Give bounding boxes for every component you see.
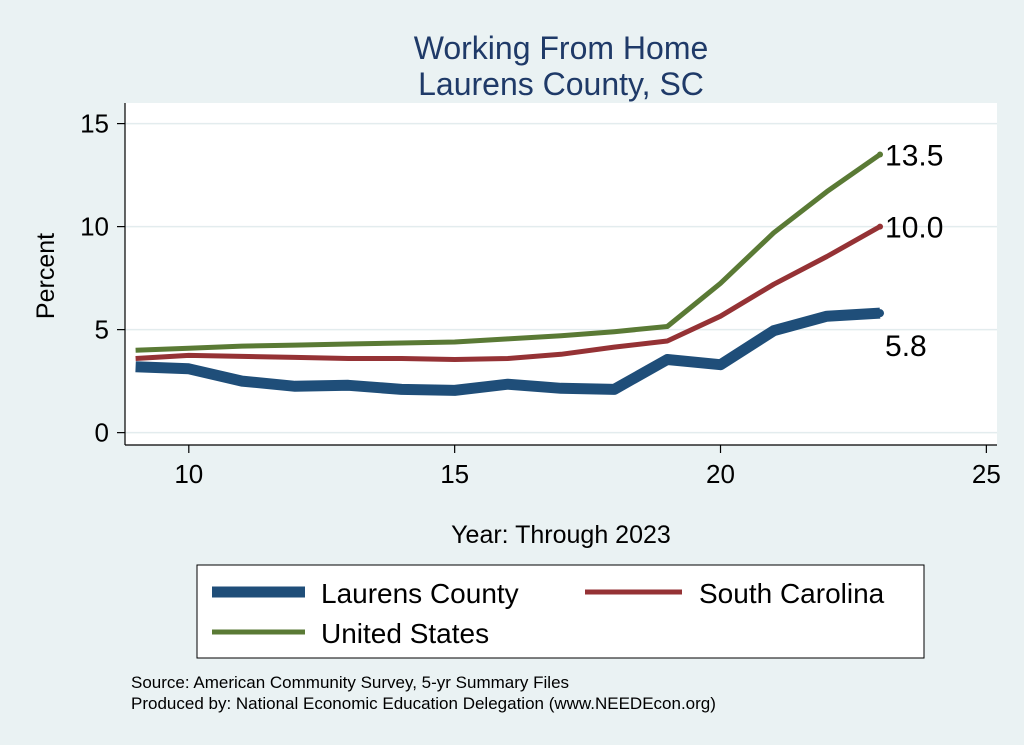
end-label-united-states: 13.5 [885,140,943,173]
chart-title-line-2: Laurens County, SC [418,66,704,102]
legend-label-laurens-county: Laurens County [321,578,519,609]
y-tick-label-5: 5 [95,315,109,345]
series-line-south-carolina [135,224,882,362]
y-axis-title: Percent [32,233,60,319]
end-label-south-carolina: 10.0 [885,212,943,245]
end-label-laurens-county: 5.8 [885,330,927,363]
x-tick-label-10: 10 [174,459,203,489]
source-line-1: Source: American Community Survey, 5-yr … [131,673,569,692]
chart-title-line-1: Working From Home [414,30,709,66]
y-tick-label-10: 10 [80,212,109,242]
series-end-point-laurens-county [876,309,885,318]
x-axis-title: Year: Through 2023 [451,521,671,549]
series-end-point-united-states [877,151,884,158]
series-end-point-south-carolina [877,223,884,230]
x-tick-label-20: 20 [706,459,735,489]
y-tick-label-0: 0 [95,418,109,448]
legend-label-south-carolina: South Carolina [699,578,885,609]
legend-box [196,564,925,659]
x-tick-label-15: 15 [440,459,469,489]
source-line-2: Produced by: National Economic Education… [131,694,716,713]
series-line-laurens-county [135,307,881,396]
series-line-united-states [135,152,882,353]
legend: Laurens County South Carolina United Sta… [196,564,925,659]
y-tick-label-15: 15 [80,109,109,139]
legend-label-united-states: United States [321,618,489,649]
x-tick-label-25: 25 [972,459,1001,489]
